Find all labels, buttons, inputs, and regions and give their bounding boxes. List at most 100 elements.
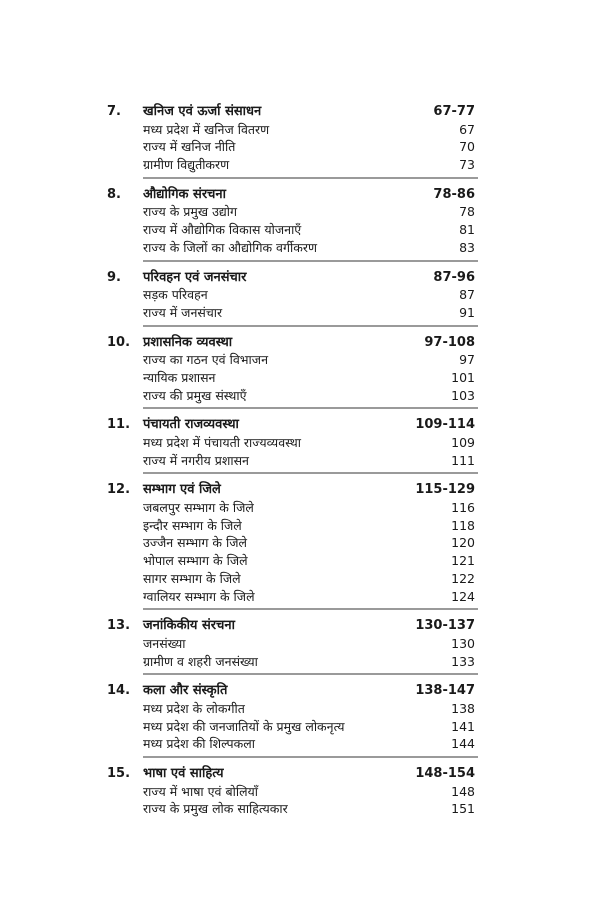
topic-entry[interactable]: मध्य प्रदेश के लोकगीत 138	[107, 700, 475, 718]
topic-title: राज्य में जनसंचार	[143, 304, 223, 320]
topic-title: राज्य की प्रमुख संस्थाएँ	[143, 387, 247, 403]
topic-entry[interactable]: जबलपुर सम्भाग के जिले 116	[107, 499, 475, 517]
topic-entry[interactable]: न्यायिक प्रशासन 101	[107, 369, 475, 387]
topic-page: 78	[459, 204, 475, 220]
topic-title: मध्य प्रदेश में पंचायती राज्यव्यवस्था	[143, 435, 301, 450]
chapter-pages: 67-77	[433, 104, 475, 119]
chapter-title: जनांकिकीय संरचना	[143, 618, 235, 634]
chapter-number: 11.	[107, 417, 131, 433]
topic-title: इन्दौर सम्भाग के जिले	[143, 517, 242, 533]
topic-page: 124	[451, 588, 475, 604]
topic-entry[interactable]: सागर सम्भाग के जिले 122	[107, 570, 475, 588]
chapter-pages: 115-129	[415, 482, 475, 498]
topic-title: ग्वालियर सम्भाग के जिले	[143, 588, 255, 604]
topic-title: राज्य में औद्योगिक विकास योजनाएँ	[143, 222, 302, 238]
topic-entry[interactable]: इन्दौर सम्भाग के जिले 118	[107, 517, 475, 535]
chapter-title: प्रशासनिक व्यवस्था	[143, 334, 233, 350]
chapter-title: पंचायती राजव्यवस्था	[143, 417, 239, 433]
topic-page: 67	[459, 121, 475, 137]
topic-entry[interactable]: ग्रामीण विद्युतीकरण 73	[107, 156, 475, 174]
topic-page: 87	[459, 287, 475, 303]
topic-page: 111	[451, 452, 475, 468]
chapter-section: 13. जनांकिकीय संरचना 130-137 जनसंख्या 13…	[107, 617, 478, 676]
topic-title: राज्य में भाषा एवं बोलियाँ	[143, 783, 259, 799]
topic-title: मध्य प्रदेश की शिल्पकला	[143, 736, 255, 752]
chapter-section: 8. औद्योगिक संरचना 78-86 राज्य के प्रमुख…	[107, 186, 478, 262]
topic-entry[interactable]: राज्य के जिलों का औद्योगिक वर्गीकरण 83	[107, 239, 475, 257]
topic-page: 109	[451, 435, 475, 450]
topic-page: 121	[451, 553, 475, 569]
topic-title: मध्य प्रदेश के लोकगीत	[143, 700, 245, 716]
chapter-pages: 109-114	[415, 417, 475, 433]
chapter-heading[interactable]: 7. खनिज एवं ऊर्जा संसाधन 67-77	[107, 103, 475, 121]
section-divider	[143, 259, 478, 262]
topic-page: 130	[451, 635, 475, 651]
chapter-heading[interactable]: 12. सम्भाग एवं जिले 115-129	[107, 481, 475, 499]
topic-page: 122	[451, 570, 475, 586]
topic-entry[interactable]: राज्य में जनसंचार 91	[107, 304, 475, 322]
chapter-section: 11. पंचायती राजव्यवस्था 109-114 मध्य प्र…	[107, 416, 478, 475]
topic-page: 70	[459, 139, 475, 155]
topic-entry[interactable]: भोपाल सम्भाग के जिले 121	[107, 552, 475, 570]
chapter-title: भाषा एवं साहित्य	[143, 766, 224, 781]
chapter-title: औद्योगिक संरचना	[143, 186, 226, 202]
chapter-section: 10. प्रशासनिक व्यवस्था 97-108 राज्य का ग…	[107, 334, 478, 410]
chapter-heading[interactable]: 15. भाषा एवं साहित्य 148-154	[107, 765, 475, 783]
topic-entry[interactable]: जनसंख्या 130	[107, 635, 475, 653]
section-divider	[143, 673, 478, 676]
topic-entry[interactable]: राज्य में नगरीय प्रशासन 111	[107, 452, 475, 470]
chapter-heading[interactable]: 8. औद्योगिक संरचना 78-86	[107, 186, 475, 204]
chapter-number: 8.	[107, 186, 121, 202]
chapter-number: 9.	[107, 269, 121, 285]
chapter-title: परिवहन एवं जनसंचार	[143, 269, 247, 285]
chapter-pages: 130-137	[415, 618, 475, 634]
topic-entry[interactable]: उज्जैन सम्भाग के जिले 120	[107, 534, 475, 552]
topic-entry[interactable]: मध्य प्रदेश की शिल्पकला 144	[107, 735, 475, 753]
chapter-title: खनिज एवं ऊर्जा संसाधन	[143, 104, 262, 119]
chapter-section: 9. परिवहन एवं जनसंचार 87-96 सड़क परिवहन …	[107, 269, 478, 327]
chapter-number: 10.	[107, 334, 131, 350]
topic-title: ग्रामीण व शहरी जनसंख्या	[143, 653, 258, 669]
chapter-number: 12.	[107, 482, 131, 498]
chapter-heading[interactable]: 9. परिवहन एवं जनसंचार 87-96	[107, 269, 475, 287]
topic-page: 81	[459, 222, 475, 238]
topic-page: 133	[451, 653, 475, 669]
chapter-heading[interactable]: 13. जनांकिकीय संरचना 130-137	[107, 617, 475, 635]
topic-title: मध्य प्रदेश में खनिज वितरण	[143, 121, 270, 137]
topic-entry[interactable]: ग्रामीण व शहरी जनसंख्या 133	[107, 653, 475, 671]
section-divider	[143, 324, 478, 327]
topic-entry[interactable]: मध्य प्रदेश की जनजातियों के प्रमुख लोकनृ…	[107, 718, 475, 736]
chapter-pages: 148-154	[415, 766, 475, 781]
topic-entry[interactable]: राज्य के प्रमुख उद्योग 78	[107, 203, 475, 221]
topic-entry[interactable]: राज्य में खनिज नीति 70	[107, 138, 475, 156]
topic-page: 103	[451, 387, 475, 403]
topic-entry[interactable]: ग्वालियर सम्भाग के जिले 124	[107, 588, 475, 606]
chapter-heading[interactable]: 11. पंचायती राजव्यवस्था 109-114	[107, 416, 475, 434]
section-divider	[143, 608, 478, 611]
topic-title: राज्य के प्रमुख लोक साहित्यकार	[143, 801, 288, 817]
chapter-heading[interactable]: 10. प्रशासनिक व्यवस्था 97-108	[107, 334, 475, 352]
topic-entry[interactable]: राज्य की प्रमुख संस्थाएँ 103	[107, 387, 475, 405]
chapter-pages: 138-147	[415, 683, 475, 699]
topic-entry[interactable]: राज्य का गठन एवं विभाजन 97	[107, 351, 475, 369]
section-divider	[143, 756, 478, 758]
topic-title: सागर सम्भाग के जिले	[143, 570, 241, 586]
topic-title: भोपाल सम्भाग के जिले	[143, 553, 248, 569]
topic-title: राज्य के प्रमुख उद्योग	[143, 204, 238, 220]
chapter-number: 13.	[107, 618, 131, 634]
topic-entry[interactable]: सड़क परिवहन 87	[107, 286, 475, 304]
topic-title: राज्य में खनिज नीति	[143, 139, 236, 155]
topic-entry[interactable]: राज्य के प्रमुख लोक साहित्यकार 151	[107, 800, 475, 818]
topic-title: ग्रामीण विद्युतीकरण	[143, 157, 230, 173]
topic-title: मध्य प्रदेश की जनजातियों के प्रमुख लोकनृ…	[143, 718, 345, 734]
topic-page: 118	[451, 517, 475, 533]
chapter-heading[interactable]: 14. कला और संस्कृति 138-147	[107, 682, 475, 700]
topic-entry[interactable]: राज्य में औद्योगिक विकास योजनाएँ 81	[107, 221, 475, 239]
topic-title: सड़क परिवहन	[143, 287, 208, 303]
topic-entry[interactable]: मध्य प्रदेश में पंचायती राज्यव्यवस्था 10…	[107, 434, 475, 452]
topic-entry[interactable]: राज्य में भाषा एवं बोलियाँ 148	[107, 783, 475, 801]
topic-title: राज्य के जिलों का औद्योगिक वर्गीकरण	[143, 239, 318, 255]
topic-page: 148	[451, 783, 475, 799]
topic-entry[interactable]: मध्य प्रदेश में खनिज वितरण 67	[107, 121, 475, 139]
topic-title: राज्य में नगरीय प्रशासन	[143, 452, 249, 468]
